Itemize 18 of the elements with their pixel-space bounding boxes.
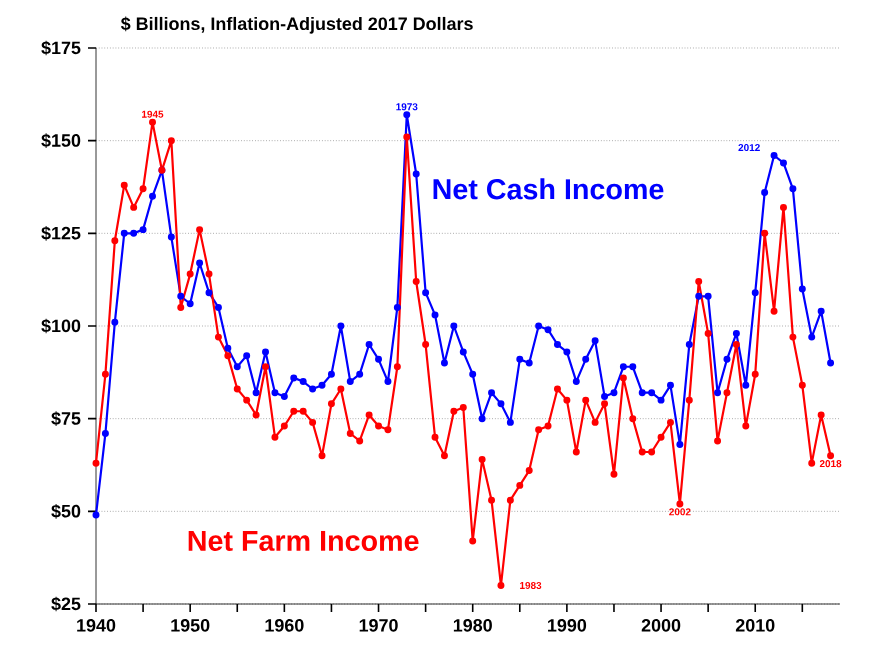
y-tick-label: $175 <box>41 40 81 56</box>
x-tick-label: 1990 <box>548 619 587 632</box>
y-tick-label: $25 <box>51 596 81 612</box>
chart-title: $ Billions, Inflation-Adjusted 2017 Dollars <box>120 16 473 34</box>
series-label: Net Cash Income <box>433 178 664 200</box>
x-tick-label: 2000 <box>641 619 681 632</box>
y-tick-label: $125 <box>41 226 81 241</box>
series-label: Net Farm Income <box>188 530 419 551</box>
x-tick-label: 1970 <box>359 619 398 632</box>
x-tick-label: 1940 <box>77 619 116 632</box>
y-tick-label: $100 <box>41 318 81 334</box>
x-tick-label: 1980 <box>453 619 492 632</box>
y-tick-label: $50 <box>51 504 81 519</box>
x-tick-label: 1950 <box>171 619 210 632</box>
y-tick-label: $75 <box>51 411 81 426</box>
x-tick-label: 2010 <box>735 619 775 632</box>
x-tick-label: 1960 <box>265 619 304 632</box>
y-tick-label: $150 <box>41 133 81 148</box>
